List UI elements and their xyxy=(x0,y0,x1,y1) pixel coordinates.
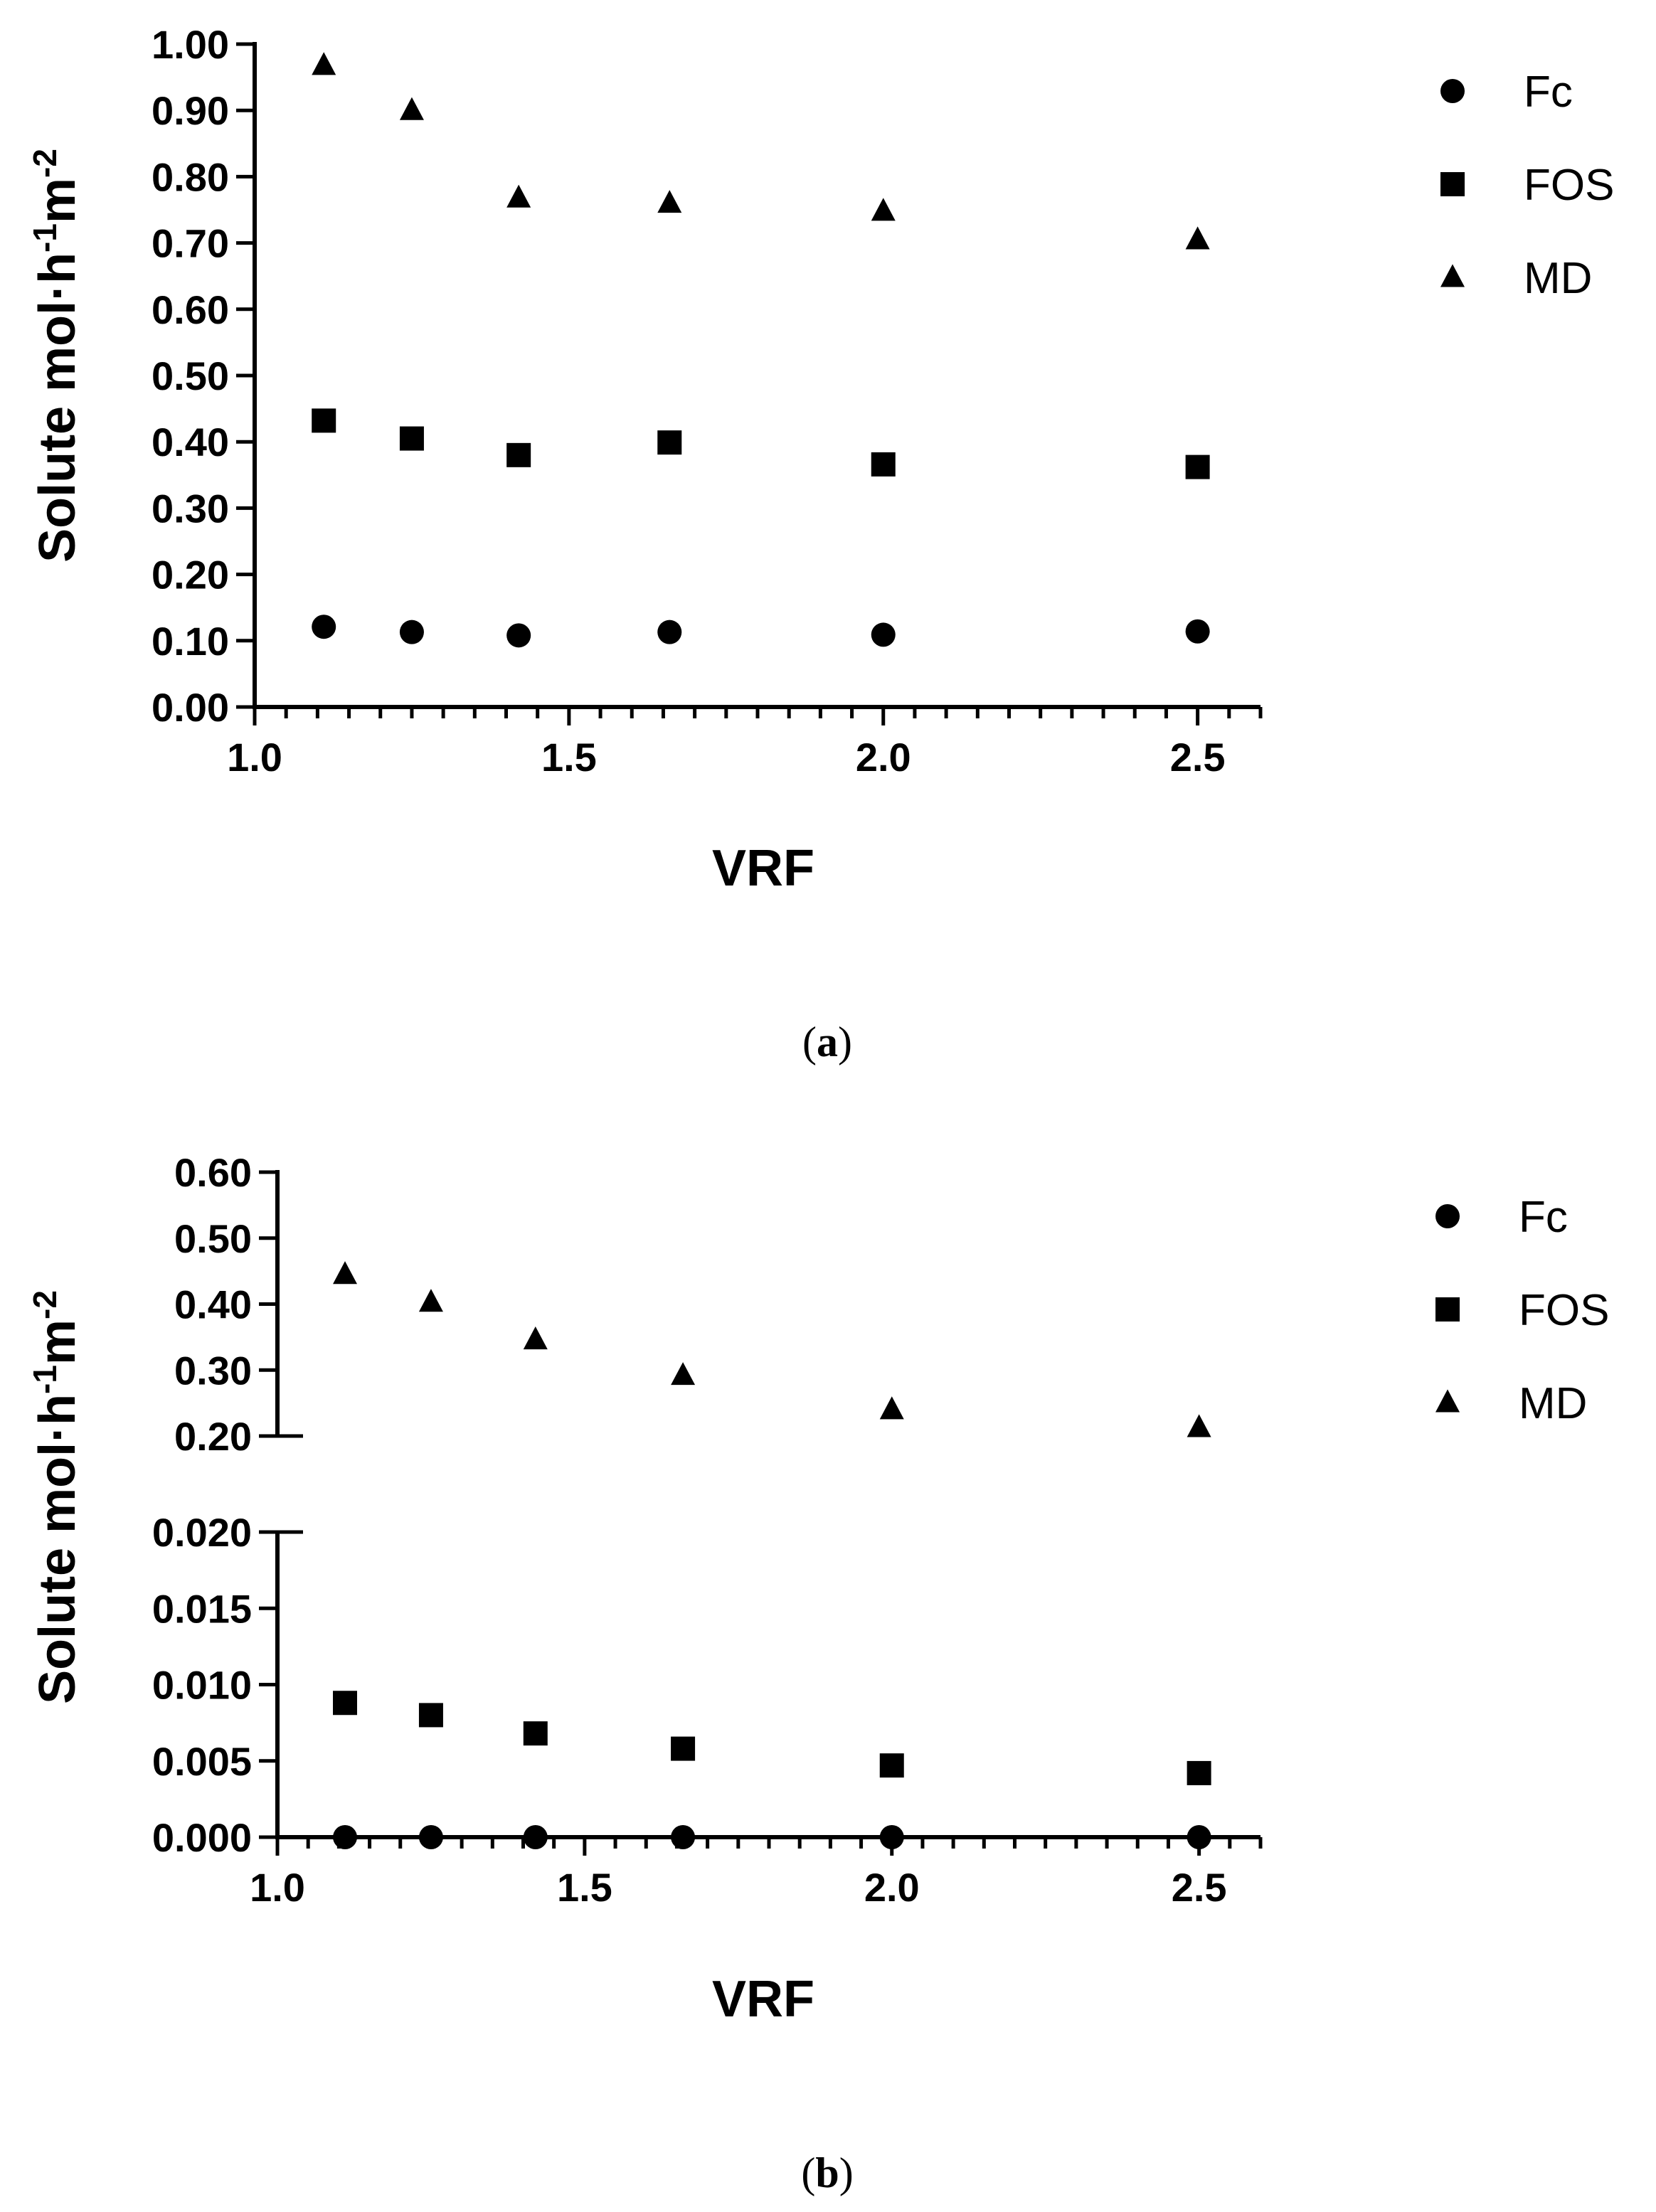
y-tick-label-lower-b: 0.010 xyxy=(152,1663,252,1708)
legend-label-fos-b: FOS xyxy=(1519,1286,1609,1335)
x-tick-label-a: 2.0 xyxy=(856,735,911,780)
legend-marker-fos-b xyxy=(1435,1297,1460,1322)
legend-b: Fc FOS MD xyxy=(1435,1193,1609,1428)
point-fos-b xyxy=(671,1736,696,1761)
point-fc-b xyxy=(333,1825,358,1849)
legend-marker-md-b xyxy=(1435,1389,1460,1413)
y-tick-label-a: 0.70 xyxy=(152,221,229,266)
y-tick-label-a: 1.00 xyxy=(152,22,229,67)
point-fc-b xyxy=(879,1825,904,1849)
point-md-b xyxy=(333,1261,358,1285)
point-md-b xyxy=(418,1289,443,1312)
point-fc-a xyxy=(399,620,424,644)
point-md-b xyxy=(523,1326,548,1350)
legend-label-md-b: MD xyxy=(1519,1379,1587,1428)
point-fc-a xyxy=(657,620,682,644)
y-tick-label-a: 0.20 xyxy=(152,553,229,597)
panel-label-a: (a) xyxy=(802,1019,852,1065)
y-tick-label-a: 0.90 xyxy=(152,88,229,133)
point-md-a xyxy=(871,198,896,221)
y-tick-label-a: 0.60 xyxy=(152,287,229,332)
point-fc-b xyxy=(1187,1825,1211,1849)
legend-label-fc-a: Fc xyxy=(1524,68,1573,117)
y-tick-label-a: 0.30 xyxy=(152,486,229,531)
y-axis-title-a: Solute mol·h-1m-2 xyxy=(26,149,86,563)
point-md-a xyxy=(399,97,424,120)
y-tick-label-upper-b: 0.50 xyxy=(174,1216,252,1261)
panel-label-b: (b) xyxy=(801,2149,853,2196)
point-fos-a xyxy=(312,408,336,433)
point-fos-a xyxy=(1185,454,1210,479)
x-tick-label-b: 2.0 xyxy=(864,1865,920,1910)
x-tick-label-b: 1.5 xyxy=(557,1865,612,1910)
point-fc-a xyxy=(1185,619,1210,644)
x-axis-title-b: VRF xyxy=(712,1971,814,2028)
y-tick-label-lower-b: 0.005 xyxy=(152,1739,252,1784)
y-tick-label-lower-b: 0.015 xyxy=(152,1586,252,1631)
x-tick-label-b: 1.0 xyxy=(250,1865,305,1910)
point-fc-b xyxy=(671,1825,696,1849)
legend-label-fc-b: Fc xyxy=(1519,1193,1568,1242)
y-axis-title-b: Solute mol·h-1m-2 xyxy=(26,1290,86,1704)
point-fos-a xyxy=(506,442,531,467)
point-fos-b xyxy=(333,1691,358,1716)
y-tick-label-upper-b: 0.60 xyxy=(174,1150,252,1195)
y-tick-label-a: 0.10 xyxy=(152,619,229,664)
point-fos-b xyxy=(523,1721,548,1746)
point-fos-b xyxy=(1187,1760,1211,1785)
point-md-b xyxy=(1187,1414,1211,1437)
legend-marker-fc-b xyxy=(1435,1204,1460,1228)
point-md-b xyxy=(879,1396,904,1420)
x-axis-title-a: VRF xyxy=(712,840,814,897)
point-fos-a xyxy=(657,430,682,455)
y-tick-label-upper-b: 0.30 xyxy=(174,1348,252,1393)
y-tick-label-a: 0.00 xyxy=(152,685,229,730)
point-fc-a xyxy=(312,615,336,639)
y-tick-label-a: 0.40 xyxy=(152,420,229,464)
y-tick-label-a: 0.80 xyxy=(152,154,229,199)
legend-label-fos-a: FOS xyxy=(1524,161,1614,210)
x-tick-label-a: 2.5 xyxy=(1170,735,1226,780)
point-md-a xyxy=(506,184,531,208)
chart-panel-b: 0.20 0.30 0.40 0.50 0.60 0.000 0.005 0.010 0.015… xyxy=(26,1150,1609,2196)
x-tick-label-a: 1.0 xyxy=(227,735,282,780)
point-fos-b xyxy=(418,1703,443,1728)
y-tick-label-lower-b: 0.020 xyxy=(152,1510,252,1555)
y-tick-label-upper-b: 0.40 xyxy=(174,1282,252,1327)
legend-label-md-a: MD xyxy=(1524,254,1592,303)
legend-marker-fos-a xyxy=(1440,172,1465,196)
legend-marker-fc-a xyxy=(1440,79,1465,103)
point-fos-b xyxy=(879,1753,904,1778)
point-md-a xyxy=(657,190,682,213)
point-fc-b xyxy=(418,1825,443,1849)
point-md-a xyxy=(312,52,336,75)
y-tick-label-a: 0.50 xyxy=(152,353,229,398)
point-fos-a xyxy=(399,426,424,451)
point-md-b xyxy=(671,1362,696,1386)
y-tick-label-upper-b: 0.20 xyxy=(174,1414,252,1459)
chart-panel-a: 0.00 0.10 0.20 0.30 0.40 0.50 0.60 0.70 0.80 0.90… xyxy=(26,22,1614,1065)
point-fc-a xyxy=(871,622,896,647)
point-fos-a xyxy=(871,452,896,477)
point-fc-b xyxy=(523,1825,548,1849)
point-fc-a xyxy=(506,623,531,648)
y-tick-label-lower-b: 0.000 xyxy=(152,1815,252,1860)
x-tick-label-b: 2.5 xyxy=(1172,1865,1227,1910)
x-tick-label-a: 1.5 xyxy=(541,735,597,780)
legend-marker-md-a xyxy=(1440,264,1465,287)
point-md-a xyxy=(1185,226,1210,250)
legend-a: Fc FOS MD xyxy=(1440,68,1614,303)
